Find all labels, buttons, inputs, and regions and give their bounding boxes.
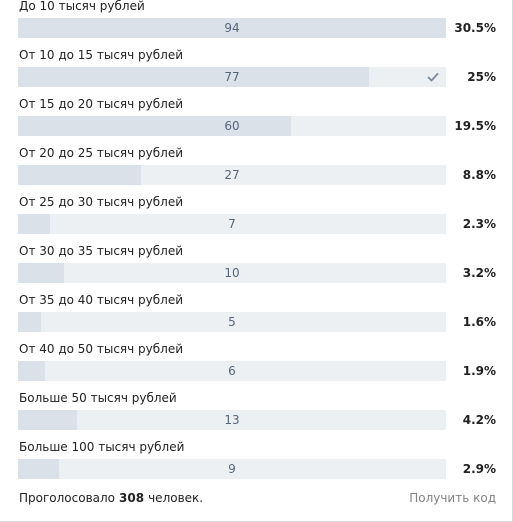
option-count: 27: [224, 168, 240, 182]
option-bar[interactable]: 27: [18, 165, 446, 185]
option-fill: [18, 18, 446, 38]
check-icon: [427, 72, 439, 82]
footer-prefix: Проголосовало: [19, 491, 116, 505]
option-percent: 4.2%: [462, 413, 496, 427]
selected-check: [427, 72, 439, 82]
option-fill: [18, 361, 46, 381]
option-fill: [18, 312, 41, 332]
option-label: От 20 до 25 тысяч рублей: [19, 146, 184, 160]
option-count: 94: [224, 21, 240, 35]
option-label: От 25 до 30 тысяч рублей: [19, 195, 184, 209]
option-fill: [18, 116, 292, 136]
option-label: До 10 тысяч рублей: [19, 0, 145, 13]
option-percent: 8.8%: [462, 168, 496, 182]
total-votes: 308: [119, 491, 145, 505]
option-percent: 25%: [467, 70, 496, 84]
option-count: 7: [228, 217, 236, 231]
option-label: Больше 50 тысяч рублей: [19, 391, 177, 405]
option-percent: 19.5%: [454, 119, 496, 133]
option-label: От 30 до 35 тысяч рублей: [19, 244, 184, 258]
option-bar[interactable]: 7: [18, 214, 446, 234]
option-count: 13: [224, 413, 240, 427]
option-fill: [18, 165, 141, 185]
option-count: 5: [228, 315, 236, 329]
option-bar[interactable]: 6: [18, 361, 446, 381]
footer-suffix: человек.: [148, 491, 204, 505]
option-percent: 1.9%: [462, 364, 496, 378]
footer: Проголосовало 308 человек.: [19, 491, 207, 505]
option-bar[interactable]: 9: [18, 459, 446, 479]
option-percent: 2.9%: [462, 462, 496, 476]
get-code-link[interactable]: Получить код: [409, 491, 496, 505]
option-label: От 15 до 20 тысяч рублей: [19, 97, 184, 111]
option-bar[interactable]: 5: [18, 312, 446, 332]
option-label: От 10 до 15 тысяч рублей: [19, 48, 184, 62]
option-percent: 30.5%: [454, 21, 496, 35]
option-bar[interactable]: 77: [18, 67, 446, 87]
option-bar[interactable]: 94: [18, 18, 446, 38]
option-fill: [18, 214, 50, 234]
option-count: 60: [224, 119, 240, 133]
option-fill: [18, 263, 64, 283]
option-percent: 1.6%: [462, 315, 496, 329]
option-label: Больше 100 тысяч рублей: [19, 440, 185, 454]
option-label: От 35 до 40 тысяч рублей: [19, 293, 184, 307]
option-label: От 40 до 50 тысяч рублей: [19, 342, 184, 356]
option-bar[interactable]: 60: [18, 116, 446, 136]
option-percent: 3.2%: [462, 266, 496, 280]
option-bar[interactable]: 10: [18, 263, 446, 283]
option-bar[interactable]: 13: [18, 410, 446, 430]
option-count: 9: [228, 462, 236, 476]
option-count: 10: [224, 266, 240, 280]
option-fill: [18, 410, 78, 430]
option-fill: [18, 459, 59, 479]
option-percent: 2.3%: [462, 217, 496, 231]
option-count: 6: [228, 364, 236, 378]
option-fill: [18, 67, 369, 87]
option-count: 77: [224, 70, 240, 84]
